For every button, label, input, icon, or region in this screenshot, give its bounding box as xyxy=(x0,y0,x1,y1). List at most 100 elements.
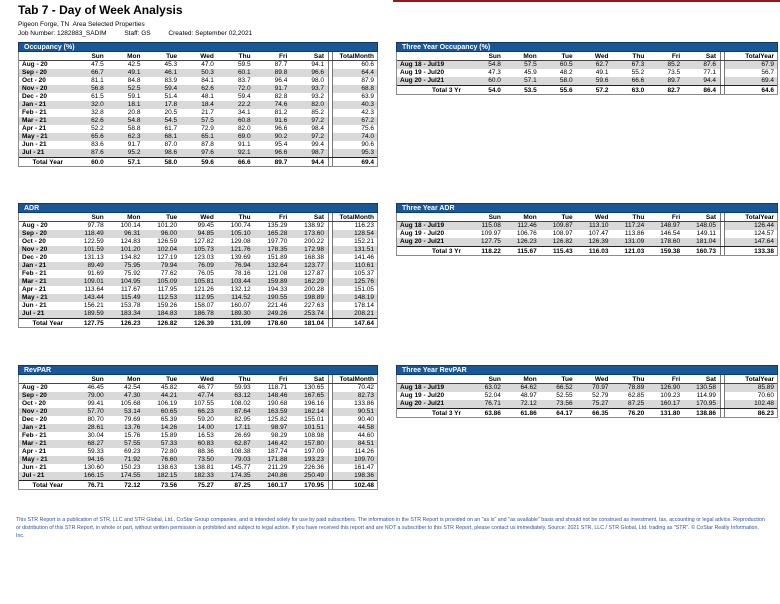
value-cell: 59.6 xyxy=(595,77,609,84)
value-cell: 101.59 xyxy=(83,246,104,253)
value-cell: 47.5 xyxy=(91,61,104,68)
value-cell: 249.26 xyxy=(267,310,288,317)
column-separator xyxy=(328,149,334,157)
value-cell: 96.6 xyxy=(274,125,288,132)
value-cell: 57.5 xyxy=(524,61,537,68)
value-cell: 89.49 xyxy=(87,262,104,269)
value-cell: Mon xyxy=(523,376,537,383)
value-cell: 73.56 xyxy=(556,400,573,407)
column-separator xyxy=(328,61,334,69)
value-cell: 14.26 xyxy=(160,424,178,431)
column-separator xyxy=(328,294,334,302)
row-label: Dec - 20 xyxy=(22,416,47,423)
value-cell: 98.29 xyxy=(271,432,288,439)
value-cell: 93.2 xyxy=(311,93,325,100)
value-cell: 114.52 xyxy=(231,294,251,301)
value-cell: 194.33 xyxy=(267,286,288,293)
total-cell: 84.51 xyxy=(357,440,375,447)
row-label: Sep - 20 xyxy=(22,392,47,399)
value-cell: 59.93 xyxy=(234,384,251,391)
value-cell: 15.76 xyxy=(124,432,141,439)
value-cell: 143.44 xyxy=(83,294,104,301)
row-label: Aug 19 - Jul20 xyxy=(400,230,445,237)
value-cell: 97.2 xyxy=(311,117,325,124)
value-cell: 193.23 xyxy=(304,456,325,463)
total-cell: 90.51 xyxy=(357,408,375,415)
occupancy-table: Occupancy (%) Sun Mon Tue Wed Thu Fri Sat TotalM… xyxy=(18,42,378,167)
total-cell: 85.89 xyxy=(757,384,775,391)
table-row: Jan - 21 28.61 13.76 14.26 14.00 17.11 98.97 10… xyxy=(19,424,377,432)
value-cell: 227.63 xyxy=(304,302,325,309)
value-cell: 48.1 xyxy=(201,93,214,100)
row-label xyxy=(19,52,71,60)
value-cell: 118.49 xyxy=(84,230,104,237)
value-cell: 68.27 xyxy=(87,440,104,447)
value-cell: 72.80 xyxy=(160,448,178,455)
row-label: Aug 18 - Jul19 xyxy=(400,384,445,391)
value-cell: 59.5 xyxy=(237,61,251,68)
total-cell: 102.48 xyxy=(354,482,375,489)
value-cell: 130.60 xyxy=(83,464,104,471)
column-separator xyxy=(328,158,334,166)
total-cell: TotalMonth xyxy=(339,376,375,383)
value-cell: Fri xyxy=(671,214,681,221)
total-cell: 125.76 xyxy=(354,278,375,285)
value-cell: 57.1 xyxy=(524,77,537,84)
column-separator xyxy=(328,77,334,85)
total-cell: 152.21 xyxy=(354,238,375,245)
row-label: Nov - 20 xyxy=(22,246,48,253)
value-cell: 112.53 xyxy=(157,294,178,301)
value-cell: 156.21 xyxy=(83,302,104,309)
table-row: Feb - 21 32.8 20.8 20.5 21.7 34.1 81.2 85.2 42.3 xyxy=(19,109,377,117)
value-cell: 82.7 xyxy=(667,87,681,94)
value-cell: 99.45 xyxy=(197,222,214,229)
value-cell: 72.0 xyxy=(237,85,251,92)
total-cell: 67.9 xyxy=(761,61,775,68)
value-cell: 135.29 xyxy=(267,222,288,229)
table-row: Total Year 76.71 72.12 73.56 75.27 87.25 160.1… xyxy=(19,480,377,489)
value-cell: 115.67 xyxy=(517,248,537,255)
value-cell: 118.71 xyxy=(267,384,288,391)
value-cell: 182.15 xyxy=(157,472,178,479)
value-cell: 83.6 xyxy=(91,141,104,148)
value-cell: 50.3 xyxy=(201,69,214,76)
value-cell: Fri xyxy=(279,214,288,221)
total-cell: 69.4 xyxy=(361,159,375,166)
value-cell: 89.7 xyxy=(274,159,288,166)
value-cell: 138.92 xyxy=(304,222,325,229)
row-label: Jul - 21 xyxy=(22,310,45,317)
value-cell: 60.5 xyxy=(559,61,573,68)
value-cell: 89.7 xyxy=(667,77,681,84)
row-label: Apr - 21 xyxy=(22,448,47,455)
table-row: Aug - 20 47.5 42.5 45.3 47.0 59.5 87.7 94.1 60.6 xyxy=(19,61,377,69)
column-separator xyxy=(720,222,726,230)
value-cell: 82.8 xyxy=(274,93,288,100)
value-cell: 112.46 xyxy=(517,222,537,229)
staff-label: Staff: GS xyxy=(124,30,151,37)
total-cell: 40.3 xyxy=(361,101,375,108)
value-cell: 221.46 xyxy=(267,302,288,309)
value-cell: 87.8 xyxy=(201,141,214,148)
table-body: Sun Mon Tue Wed Thu Fri Sat TotalMonth Aug - 20 4… xyxy=(18,52,378,167)
value-cell: 13.76 xyxy=(124,424,141,431)
value-cell: 87.25 xyxy=(628,400,645,407)
value-cell: Tue xyxy=(561,376,573,383)
column-separator xyxy=(720,230,726,238)
column-separator xyxy=(328,278,334,286)
value-cell: 126.59 xyxy=(157,238,178,245)
value-cell: Wed xyxy=(594,53,609,60)
value-cell: 60.0 xyxy=(91,159,104,166)
value-cell: 83.9 xyxy=(164,77,178,84)
value-cell: 66.7 xyxy=(91,69,104,76)
value-cell: 54.8 xyxy=(488,61,501,68)
value-cell: 95.4 xyxy=(274,141,288,148)
value-cell: 63.0 xyxy=(631,87,645,94)
value-cell: 91.6 xyxy=(274,117,288,124)
table-row: Aug 18 - Jul19 54.8 57.5 60.5 62.7 67.3 85.2 87… xyxy=(397,61,777,69)
value-cell: 93.7 xyxy=(311,85,325,92)
value-cell: 68.1 xyxy=(164,133,178,140)
table-title-bar: RevPAR xyxy=(18,365,378,375)
value-cell: 168.38 xyxy=(304,254,325,261)
table-row: Sep - 20 66.7 49.1 46.1 50.3 60.1 89.8 96.6 64.4 xyxy=(19,69,377,77)
